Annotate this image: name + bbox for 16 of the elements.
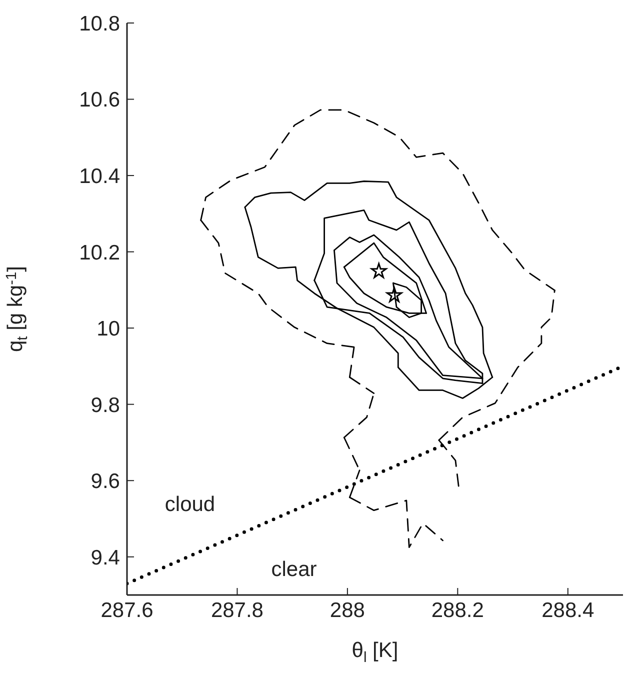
annotation: cloud (164, 493, 216, 517)
y-tick-label: 10 (96, 318, 120, 341)
x-tick-label: 287.8 (210, 598, 264, 622)
x-tick-label: 288.4 (542, 598, 594, 622)
y-tick-label: 9.4 (90, 546, 120, 570)
y-tick-label: 10.6 (79, 88, 120, 112)
y-tick-label: 9.6 (90, 470, 120, 494)
y-tick-label: 10.4 (79, 164, 120, 188)
x-axis-title: θ$_{l}$ [K] (352, 639, 398, 666)
annotation: clear (271, 558, 317, 582)
y-tick-label: 10.8 (79, 12, 120, 36)
x-tick-label: 288.2 (431, 598, 484, 622)
x-tick-label: 287.6 (100, 598, 154, 622)
x-tick-label: 288 (330, 598, 365, 622)
y-tick-label: 10.2 (79, 241, 120, 264)
y-tick-label: 9.8 (90, 394, 120, 417)
